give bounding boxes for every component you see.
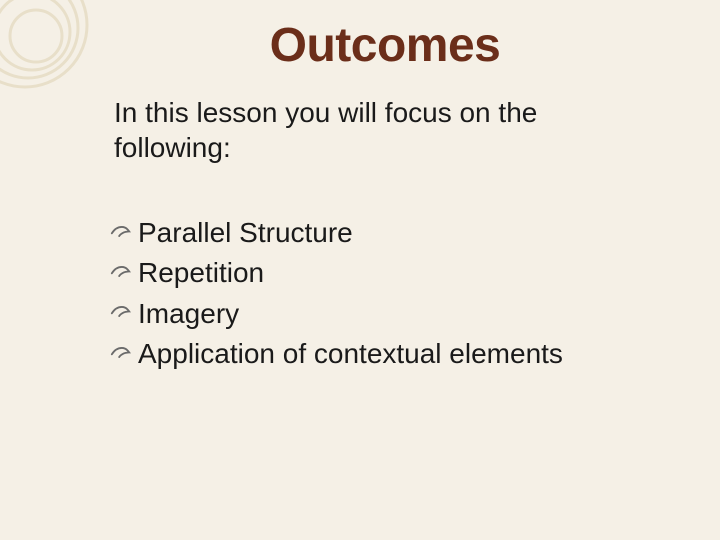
slide-container: Outcomes In this lesson you will focus o… <box>0 0 720 540</box>
bullet-item: Repetition <box>110 255 660 291</box>
bullet-item: Parallel Structure <box>110 215 660 251</box>
bullet-item: Imagery <box>110 296 660 332</box>
bullet-list: Parallel Structure Repetition Imagery Ap… <box>110 215 660 373</box>
bullet-item: Application of contextual elements <box>110 336 660 372</box>
intro-text: In this lesson you will focus on the fol… <box>110 95 660 165</box>
slide-title: Outcomes <box>110 18 660 73</box>
